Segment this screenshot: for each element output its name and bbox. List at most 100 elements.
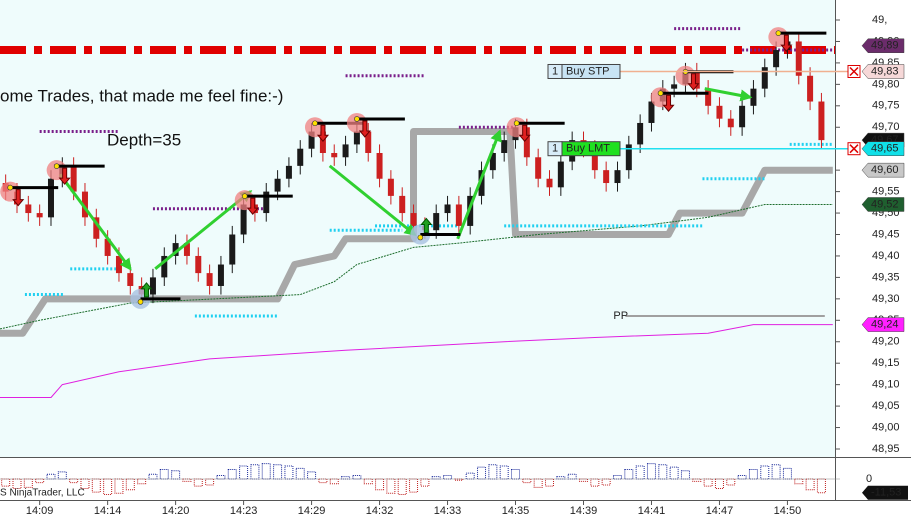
indicator-line	[0, 128, 833, 337]
candle-body	[115, 255, 122, 274]
oscillator-bar	[159, 469, 169, 480]
oscillator-bar	[612, 474, 622, 480]
candle-body	[206, 273, 213, 286]
candle-body	[727, 118, 734, 128]
candle-body	[773, 50, 780, 68]
trend-arrow	[456, 129, 502, 240]
y-tick-label: 49,	[872, 14, 887, 26]
candle-body	[693, 71, 700, 89]
candle-body	[818, 101, 825, 141]
price-marker	[861, 141, 905, 156]
oscillator-marker	[862, 485, 908, 500]
candle-body	[750, 88, 757, 106]
candle-body	[795, 41, 802, 76]
candle-body	[739, 105, 746, 128]
oscillator-bar	[57, 471, 67, 480]
order-quantity: 1	[552, 65, 558, 77]
y-tick-label: 49,40	[872, 250, 900, 262]
candle-body	[489, 152, 496, 171]
short-arrow	[687, 73, 700, 91]
short-arrow	[358, 120, 371, 138]
y-tick-label: 49,35	[872, 271, 900, 283]
candle-body	[331, 152, 338, 158]
candle-body	[478, 170, 485, 196]
annotation: ome Trades, that made me feel fine:-)	[0, 86, 283, 105]
candle-body	[183, 243, 190, 256]
x-tick-label: 14:41	[638, 505, 666, 517]
candle-body	[501, 140, 508, 153]
candle-body	[308, 131, 315, 149]
candle-body	[161, 255, 168, 278]
y-tick-label: 49,70	[872, 121, 900, 133]
entry-dot	[354, 116, 360, 122]
oscillator-bar	[261, 463, 271, 480]
order-label: Buy LMT	[566, 143, 610, 155]
oscillator-bar	[216, 474, 226, 480]
y-tick-label: 49,75	[872, 100, 900, 112]
short-arrow	[12, 189, 25, 207]
x-tick-label: 14:33	[434, 505, 462, 517]
oscillator-bar	[227, 469, 237, 480]
oscillator-bar	[465, 472, 475, 480]
y-tick-label: 49,00	[872, 421, 900, 433]
pivot-label: PP	[613, 310, 628, 322]
entry-dot	[513, 120, 520, 127]
candle-body	[399, 195, 406, 214]
x-tick-label: 14:39	[570, 505, 598, 517]
long-arrow	[420, 217, 433, 234]
candle-body	[195, 255, 202, 274]
candle-body	[217, 264, 224, 286]
price-marker	[861, 197, 905, 212]
candle-body	[648, 101, 655, 123]
entry-dot	[241, 193, 248, 199]
x-tick-label: 14:32	[366, 505, 394, 517]
y-tick-label: 48,95	[872, 443, 900, 455]
price-marker	[861, 317, 905, 332]
candle-body	[716, 105, 723, 119]
x-tick-label: 14:50	[774, 505, 802, 517]
trend-arrow	[154, 190, 253, 270]
y-tick-label: 49,45	[872, 228, 900, 240]
price-marker-label: 49,24	[871, 318, 899, 330]
price-marker-label: 49,52	[871, 198, 899, 210]
x-tick-label: 14:35	[502, 505, 530, 517]
order-label-box[interactable]	[561, 63, 621, 79]
candle-body	[535, 157, 542, 179]
indicator-line	[0, 204, 833, 330]
oscillator-bar	[477, 466, 487, 480]
x-tick-label: 14:09	[26, 505, 54, 517]
y-tick-label: 49,30	[872, 293, 900, 305]
candle-body	[104, 238, 111, 256]
candle-body	[705, 88, 712, 106]
indicator-line	[0, 324, 833, 398]
short-arrow	[58, 167, 71, 185]
order-label-box[interactable]	[561, 141, 621, 157]
trend-arrow	[704, 87, 753, 102]
candle-body	[70, 165, 77, 192]
candle-body	[557, 161, 564, 188]
trend-arrow	[58, 173, 132, 271]
candle-body	[285, 165, 292, 179]
entry-dot	[312, 120, 318, 127]
y-tick-label: 49,10	[872, 379, 900, 391]
candle-body	[149, 277, 156, 295]
price-marker-label: 49,65	[871, 143, 899, 155]
candle-body	[614, 170, 621, 184]
oscillator-bar	[635, 465, 645, 480]
entry-dot	[53, 163, 60, 169]
short-arrow	[316, 124, 330, 143]
entry-dot	[7, 184, 13, 191]
oscillator-bar	[499, 465, 509, 480]
candle-body	[240, 204, 247, 235]
oscillator-bar	[284, 465, 294, 480]
y-tick-label: 49,80	[872, 78, 900, 90]
candle-body	[376, 152, 383, 179]
x-tick-label: 14:14	[94, 505, 122, 517]
candle-body	[444, 204, 451, 214]
y-tick-label: 49,20	[872, 336, 900, 348]
candle-body	[342, 144, 349, 158]
candle-body	[25, 204, 32, 214]
candle-body	[671, 84, 678, 89]
oscillator-bar	[443, 474, 453, 480]
candle-body	[172, 243, 179, 256]
